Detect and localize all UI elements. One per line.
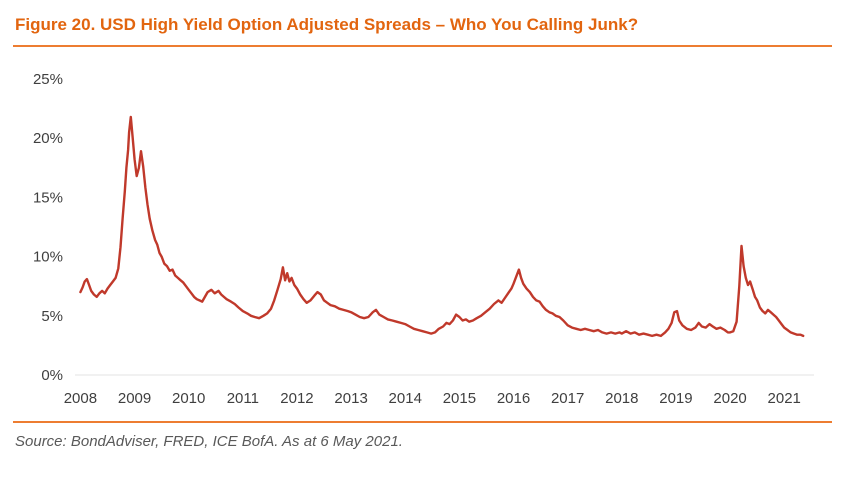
x-tick-label: 2017 [551,390,584,407]
x-tick-label: 2011 [227,390,259,407]
source-note: Source: BondAdviser, FRED, ICE BofA. As … [15,433,403,451]
spread-chart-svg: 0% 5% 10% 15% 20% 25% 2008 2009 2010 2011 2012 2013… [33,71,814,407]
y-tick-label: 20% [33,130,63,147]
x-tick-label: 2016 [497,390,530,407]
y-tick-label: 15% [33,190,63,207]
y-tick-label: 0% [41,367,63,384]
x-tick-label: 2019 [659,390,692,407]
x-tick-label: 2015 [443,390,476,407]
spread-series-line [79,115,805,338]
x-tick-label: 2018 [605,390,638,407]
title-divider [13,45,832,48]
x-tick-label: 2012 [280,390,313,407]
y-tick-label: 5% [41,308,63,325]
y-tick-label: 10% [33,249,63,266]
x-tick-label: 2013 [334,390,367,407]
chart-area: 0% 5% 10% 15% 20% 25% 2008 2009 2010 2011 2012 2013… [13,47,832,421]
x-tick-label: 2010 [172,390,205,407]
footer-divider [13,421,832,424]
x-tick-label: 2008 [64,390,97,407]
x-tick-label: 2009 [118,390,151,407]
x-tick-label: 2021 [768,390,801,407]
x-tick-label: 2020 [713,390,746,407]
y-tick-label: 25% [33,71,63,88]
figure-title: Figure 20. USD High Yield Option Adjuste… [15,15,639,34]
x-tick-label: 2014 [389,390,422,407]
